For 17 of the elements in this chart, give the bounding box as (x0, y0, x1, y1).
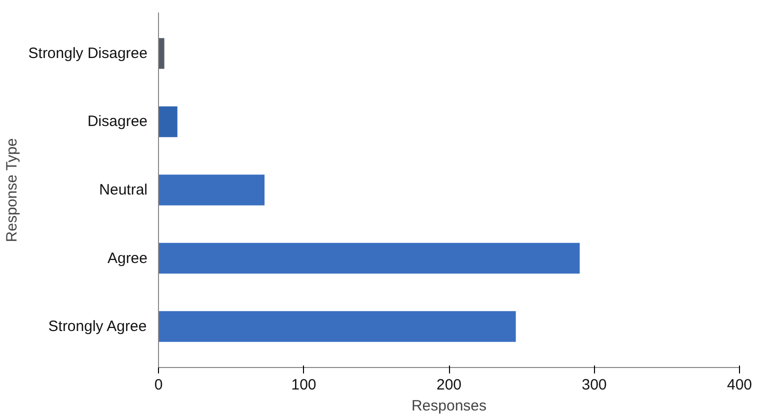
x-tick-label: 0 (154, 376, 163, 394)
bar (158, 242, 580, 274)
y-tick-label: Strongly Disagree (28, 44, 148, 62)
bar (158, 38, 164, 69)
x-tick-label: 400 (726, 376, 752, 394)
y-axis-title: Response Type (3, 138, 20, 242)
bar (158, 174, 265, 206)
y-tick-label: Agree (107, 250, 148, 267)
y-tick-label: Neutral (99, 182, 148, 198)
x-tick-label: 300 (582, 376, 607, 394)
x-tick-label: 100 (291, 376, 316, 394)
x-axis-title: Responses (411, 398, 487, 414)
x-tick-label: 200 (436, 376, 462, 394)
y-tick-label: Strongly Agree (48, 318, 147, 336)
y-tick-label: Disagree (87, 113, 148, 130)
bar (158, 106, 178, 138)
bar (158, 311, 516, 342)
